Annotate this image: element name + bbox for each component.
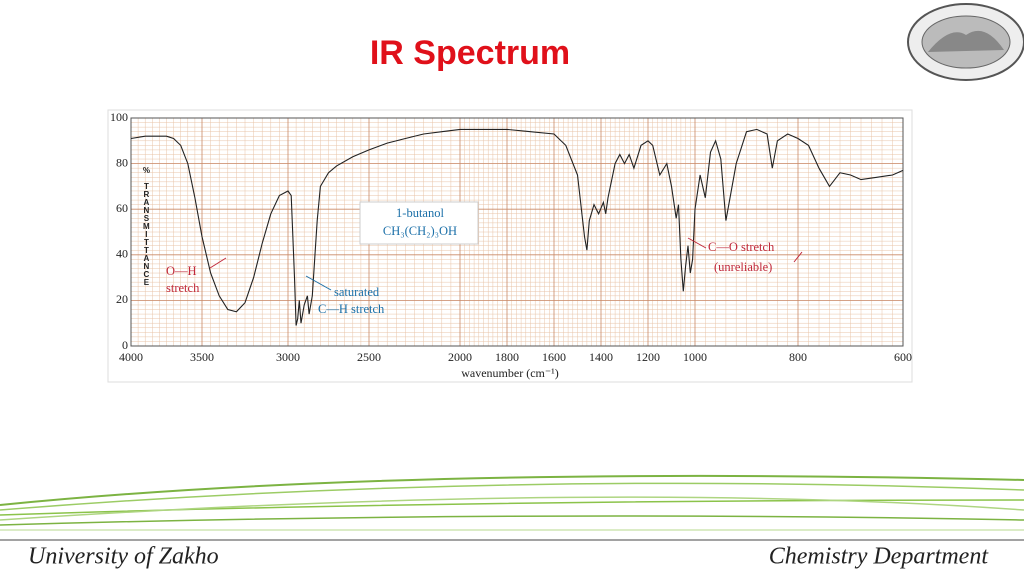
annotation: (unreliable) (714, 260, 772, 274)
y-tick-label: 0 (122, 338, 128, 352)
slide-title: IR Spectrum (370, 34, 570, 72)
x-tick-label: 3500 (190, 350, 214, 364)
decoration (0, 474, 1024, 541)
annotation: stretch (166, 281, 200, 295)
y-tick-label: 60 (116, 201, 128, 215)
y-axis-label: % TRANSMITTANCE (142, 166, 151, 286)
annotation: CH₃(CH₂)₃OH (383, 224, 457, 238)
x-axis-label: wavenumber (cm⁻¹) (461, 366, 559, 380)
x-tick-label: 2000 (448, 350, 472, 364)
logo (907, 3, 1024, 81)
annotation: O—H (166, 264, 197, 278)
y-tick-label: 20 (116, 292, 128, 306)
axes-box (130, 117, 904, 347)
x-tick-label: 1400 (589, 350, 613, 364)
annotation: 1-butanol (396, 206, 444, 220)
x-tick-label: 3000 (276, 350, 300, 364)
footer-right: Chemistry Department (769, 544, 990, 570)
annotation-pointer (793, 251, 803, 263)
y-tick-label: 80 (116, 155, 128, 169)
x-tick-label: 600 (894, 350, 912, 364)
annotation-pointer (209, 257, 227, 269)
x-tick-label: 1800 (495, 350, 519, 364)
annotation: C—O stretch (708, 240, 775, 254)
annotation: saturated (334, 285, 380, 299)
annotation-pointer (687, 237, 707, 249)
x-tick-label: 2500 (357, 350, 381, 364)
x-tick-label: 1600 (542, 350, 566, 364)
spectrum-line (130, 128, 904, 326)
x-tick-label: 1000 (683, 350, 707, 364)
annotation-pointer (305, 275, 332, 291)
x-tick-label: 4000 (119, 350, 143, 364)
y-tick-label: 100 (110, 110, 128, 124)
annotation: C—H stretch (318, 302, 385, 316)
x-tick-label: 1200 (636, 350, 660, 364)
x-tick-label: 800 (789, 350, 807, 364)
annotation-box (359, 201, 479, 245)
y-tick-label: 40 (116, 247, 128, 261)
footer-left: University of Zakho (28, 544, 219, 570)
